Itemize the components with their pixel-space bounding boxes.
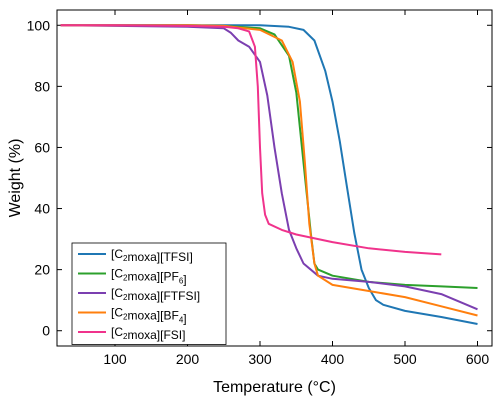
- legend-entry: [C2moxa][TFSI]: [111, 247, 193, 264]
- y-tick-label: 20: [34, 262, 50, 278]
- series-line-5: [60, 24, 442, 256]
- x-tick-label: 400: [321, 351, 345, 367]
- legend: [C2moxa][TFSI] [C2moxa][PF6][C2moxa][FTFS…: [71, 242, 227, 345]
- x-tick-label: 500: [393, 351, 417, 367]
- x-axis: 100 200 300 400 500 600: [103, 10, 489, 367]
- x-tick-label: 200: [176, 351, 200, 367]
- plot-frame: [56, 9, 493, 347]
- y-axis-title: Weight (%): [7, 139, 24, 218]
- plot-area: [56, 9, 493, 347]
- legend-entry: [C2moxa][FTFSI]: [111, 286, 200, 303]
- series-line-3: [60, 24, 478, 311]
- legend-entry: [C2moxa][PF6]: [111, 267, 187, 287]
- x-tick-label: 100: [103, 351, 127, 367]
- x-tick-label: 300: [248, 351, 272, 367]
- y-tick-label: 100: [27, 17, 51, 33]
- x-tick-label: 600: [466, 351, 490, 367]
- y-axis: 0 20 40 60 80 100: [27, 17, 492, 339]
- series-line-1: [60, 24, 478, 325]
- y-tick-label: 0: [42, 323, 50, 339]
- x-axis-title: Temperature (°C): [213, 379, 336, 396]
- legend-entry: [C2moxa][FSI]: [111, 325, 185, 342]
- y-tick-label: 40: [34, 201, 50, 217]
- series-lines: [60, 24, 478, 325]
- y-tick-label: 60: [34, 139, 50, 155]
- legend-entry: [C2moxa][BF4]: [111, 306, 187, 326]
- y-tick-label: 80: [34, 78, 50, 94]
